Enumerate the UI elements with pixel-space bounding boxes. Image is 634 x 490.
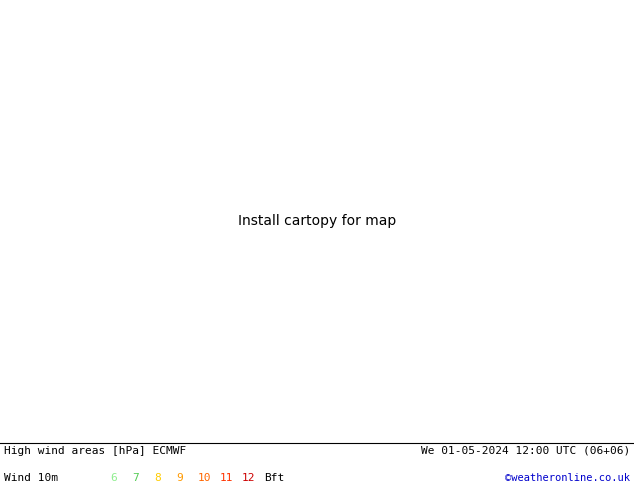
Text: 7: 7 xyxy=(132,473,139,483)
Text: Install cartopy for map: Install cartopy for map xyxy=(238,214,396,228)
Text: 9: 9 xyxy=(176,473,183,483)
Text: 11: 11 xyxy=(220,473,233,483)
Text: 12: 12 xyxy=(242,473,256,483)
Text: 10: 10 xyxy=(198,473,212,483)
Text: ©weatheronline.co.uk: ©weatheronline.co.uk xyxy=(505,473,630,483)
Text: Bft: Bft xyxy=(264,473,284,483)
Text: Wind 10m: Wind 10m xyxy=(4,473,58,483)
Text: 8: 8 xyxy=(154,473,161,483)
Text: High wind areas [hPa] ECMWF: High wind areas [hPa] ECMWF xyxy=(4,446,186,456)
Text: We 01-05-2024 12:00 UTC (06+06): We 01-05-2024 12:00 UTC (06+06) xyxy=(421,446,630,456)
Text: 6: 6 xyxy=(110,473,117,483)
